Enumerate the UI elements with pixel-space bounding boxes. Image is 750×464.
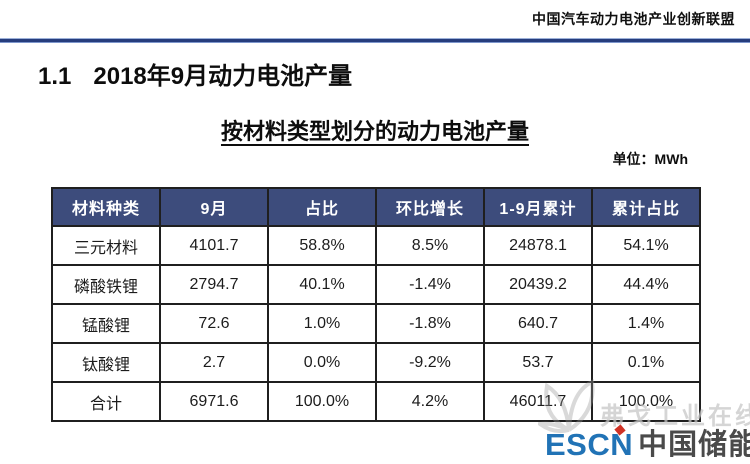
cell-value: 6971.6	[159, 381, 269, 422]
col-header-september: 9月	[159, 187, 269, 227]
cell-material: 锰酸锂	[51, 303, 161, 344]
table-row-total: 合计 6971.6 100.0% 4.2% 46011.7 100.0%	[51, 381, 701, 422]
col-header-ytd-share: 累计占比	[591, 187, 701, 227]
cell-value: 1.4%	[591, 303, 701, 344]
table-title-text: 按材料类型划分的动力电池产量	[220, 119, 529, 144]
org-name-header: 中国汽车动力电池产业创新联盟	[532, 11, 735, 27]
table-row-ternary: 三元材料 4101.7 58.8% 8.5% 24878.1 54.1%	[51, 225, 701, 266]
table-row-lto: 钛酸锂 2.7 0.0% -9.2% 53.7 0.1%	[51, 342, 701, 383]
cell-value: 46011.7	[483, 381, 593, 422]
table-row-lfp: 磷酸铁锂 2794.7 40.1% -1.4% 20439.2 44.4%	[51, 264, 701, 305]
cell-material: 合计	[51, 381, 161, 422]
top-divider-line	[0, 38, 750, 43]
battery-production-table: 材料种类 9月 占比 环比增长 1-9月累计 累计占比 三元材料 4101.7 …	[51, 187, 701, 422]
cell-value: 58.8%	[267, 225, 377, 266]
cell-value: 100.0%	[591, 381, 701, 422]
table-header-row: 材料种类 9月 占比 环比增长 1-9月累计 累计占比	[51, 187, 701, 227]
col-header-share: 占比	[267, 187, 377, 227]
cell-value: 0.0%	[267, 342, 377, 383]
table-title: 按材料类型划分的动力电池产量	[0, 114, 750, 146]
cell-value: 40.1%	[267, 264, 377, 305]
section-number: 1.1	[38, 63, 72, 90]
page-title-text: 2018年9月动力电池产量	[93, 63, 353, 90]
cell-value: 100.0%	[267, 381, 377, 422]
escn-site-name: 中国储能网	[638, 429, 750, 461]
cell-value: -9.2%	[375, 342, 485, 383]
cell-value: 0.1%	[591, 342, 701, 383]
cell-material: 磷酸铁锂	[51, 264, 161, 305]
unit-label: 单位：MWh	[612, 151, 688, 167]
cell-value: 8.5%	[375, 225, 485, 266]
col-header-mom-growth: 环比增长	[375, 187, 485, 227]
escn-logo-text: ESCN	[545, 427, 634, 462]
cell-value: 72.6	[159, 303, 269, 344]
cell-value: 24878.1	[483, 225, 593, 266]
cell-value: 44.4%	[591, 264, 701, 305]
cell-value: 2794.7	[159, 264, 269, 305]
cell-material: 钛酸锂	[51, 342, 161, 383]
cell-value: 1.0%	[267, 303, 377, 344]
col-header-ytd-total: 1-9月累计	[483, 187, 593, 227]
cell-value: 53.7	[483, 342, 593, 383]
col-header-material-type: 材料种类	[51, 187, 161, 227]
cell-value: -1.8%	[375, 303, 485, 344]
table-row-lmo: 锰酸锂 72.6 1.0% -1.8% 640.7 1.4%	[51, 303, 701, 344]
cell-value: 54.1%	[591, 225, 701, 266]
escn-logo-accent-icon	[614, 424, 626, 436]
cell-value: 2.7	[159, 342, 269, 383]
escn-watermark: ESCN中国储能网	[545, 424, 750, 462]
cell-value: 640.7	[483, 303, 593, 344]
cell-value: 4101.7	[159, 225, 269, 266]
cell-value: -1.4%	[375, 264, 485, 305]
cell-value: 4.2%	[375, 381, 485, 422]
page-title: 1.1 2018年9月动力电池产量	[38, 56, 352, 91]
cell-value: 20439.2	[483, 264, 593, 305]
cell-material: 三元材料	[51, 225, 161, 266]
